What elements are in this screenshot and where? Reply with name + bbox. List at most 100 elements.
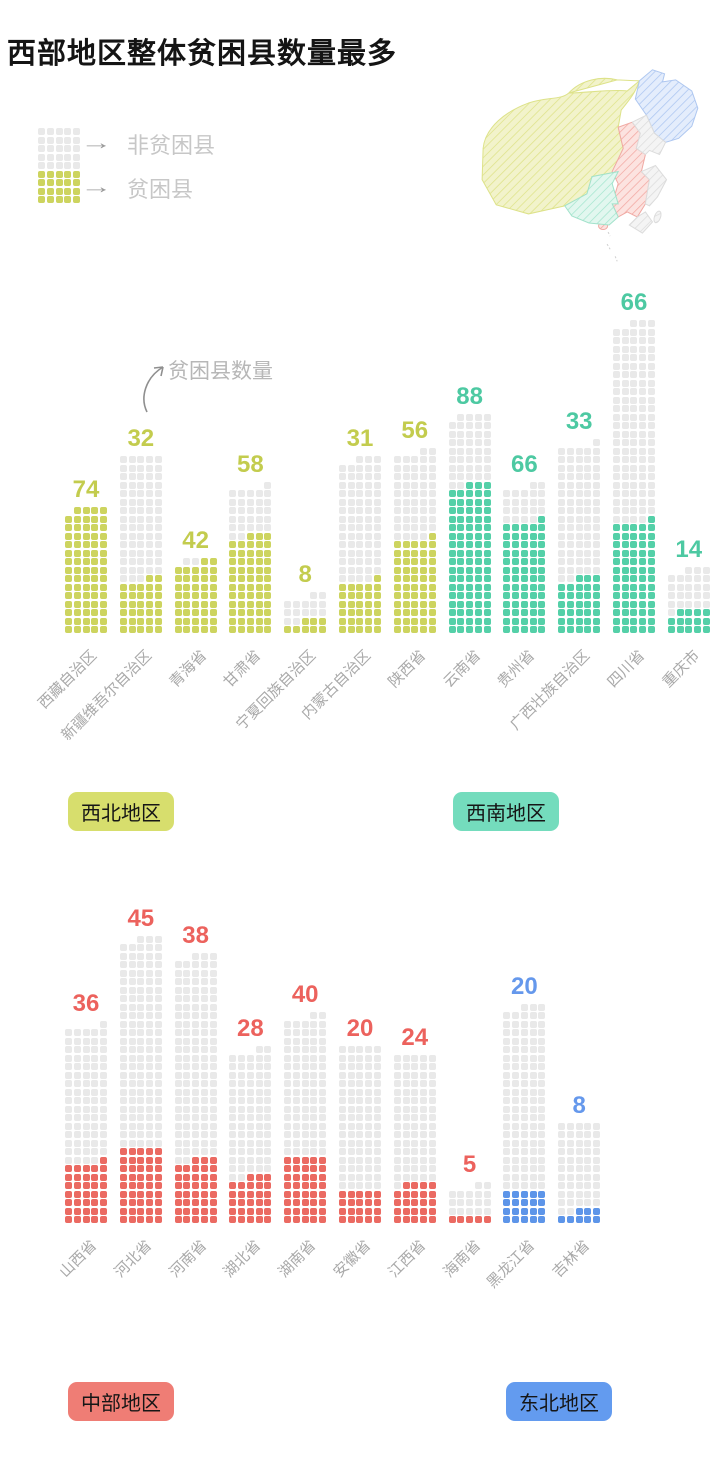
dot-nonpoverty <box>621 515 629 523</box>
dot-nonpoverty <box>137 1114 145 1121</box>
dot-nonpoverty <box>292 1080 300 1087</box>
dot-poverty <box>647 583 655 591</box>
dot-poverty <box>538 626 546 633</box>
dot-poverty <box>483 490 491 497</box>
dot-nonpoverty <box>356 515 364 523</box>
dot-nonpoverty <box>503 507 511 514</box>
dot-nonpoverty <box>137 481 145 489</box>
dot-nonpoverty <box>428 1097 436 1104</box>
dot-nonpoverty <box>474 1199 482 1206</box>
poverty-count-label: 66 <box>620 289 648 316</box>
dot-poverty <box>229 1199 237 1206</box>
dot-poverty <box>474 549 482 557</box>
waffle-grid <box>119 456 162 633</box>
dot-nonpoverty <box>100 1063 107 1070</box>
dot-poverty <box>229 626 237 633</box>
dot-nonpoverty <box>647 464 655 472</box>
dot-poverty <box>137 1182 145 1189</box>
dot-nonpoverty <box>82 1122 90 1130</box>
dot-poverty <box>200 1199 208 1206</box>
dot-poverty <box>200 1190 208 1198</box>
dot-nonpoverty <box>639 413 647 421</box>
dot-poverty <box>292 1156 300 1164</box>
dot-poverty <box>292 1199 300 1206</box>
dot-poverty <box>474 532 482 540</box>
dot-poverty <box>200 609 208 616</box>
dot-nonpoverty <box>647 430 655 438</box>
dot-nonpoverty <box>347 524 355 531</box>
dot-nonpoverty <box>612 430 620 438</box>
dot-nonpoverty <box>347 490 355 497</box>
dot-nonpoverty <box>575 558 583 565</box>
dot-nonpoverty <box>128 524 136 531</box>
dot-nonpoverty <box>356 481 364 489</box>
dot-nonpoverty <box>310 600 318 608</box>
dot-nonpoverty <box>347 1105 355 1113</box>
dot-poverty <box>520 1207 528 1215</box>
dot-poverty <box>319 1199 327 1206</box>
dot-poverty <box>520 1190 528 1198</box>
dot-nonpoverty <box>301 1029 309 1036</box>
dot-poverty <box>119 583 127 591</box>
dot-nonpoverty <box>612 328 620 336</box>
dot-nonpoverty <box>347 1097 355 1104</box>
dot-nonpoverty <box>146 490 154 497</box>
dot-poverty <box>347 1207 355 1215</box>
waffle-grid <box>393 1054 436 1223</box>
dot-poverty <box>284 1190 292 1198</box>
dot-poverty <box>73 626 81 633</box>
dot-nonpoverty <box>647 388 655 395</box>
dot-nonpoverty <box>411 1054 419 1062</box>
dot-poverty <box>584 1207 592 1215</box>
dot-nonpoverty <box>411 473 419 480</box>
dot-nonpoverty <box>264 1139 272 1147</box>
dot-nonpoverty <box>255 1105 263 1113</box>
dot-nonpoverty <box>338 498 346 506</box>
dot-nonpoverty <box>402 464 410 472</box>
dot-nonpoverty <box>365 566 373 574</box>
dot-nonpoverty <box>420 532 428 540</box>
dot-nonpoverty <box>630 362 638 370</box>
dot-poverty <box>91 566 99 574</box>
dot-nonpoverty <box>694 583 702 591</box>
dot-nonpoverty <box>639 456 647 463</box>
dot-nonpoverty <box>639 439 647 446</box>
dot-nonpoverty <box>338 490 346 497</box>
dot-poverty <box>82 558 90 565</box>
dot-poverty <box>575 600 583 608</box>
dot-nonpoverty <box>612 464 620 472</box>
dot-nonpoverty <box>146 1020 154 1028</box>
dot-nonpoverty <box>310 1122 318 1130</box>
dot-poverty <box>466 515 474 523</box>
dot-nonpoverty <box>284 1020 292 1028</box>
dot-nonpoverty <box>128 1063 136 1070</box>
dot-nonpoverty <box>612 345 620 353</box>
dot-poverty <box>119 592 127 599</box>
dot-nonpoverty <box>474 447 482 455</box>
dot-nonpoverty <box>503 1148 511 1155</box>
dot-nonpoverty <box>593 549 601 557</box>
dot-poverty <box>137 1156 145 1164</box>
dot-nonpoverty <box>621 337 629 344</box>
dot-poverty <box>209 609 217 616</box>
dot-poverty <box>100 515 107 523</box>
dot-nonpoverty <box>667 575 675 582</box>
dot-nonpoverty <box>639 447 647 455</box>
axis-label-cell: 重庆市 <box>659 641 710 796</box>
dot-nonpoverty <box>100 1037 107 1045</box>
dot-nonpoverty <box>229 1122 237 1130</box>
dot-poverty <box>420 1216 428 1223</box>
dot-poverty <box>448 583 456 591</box>
dot-poverty <box>529 532 537 540</box>
dot-poverty <box>100 558 107 565</box>
dot-poverty <box>238 1190 246 1198</box>
dot-nonpoverty <box>402 532 410 540</box>
dot-nonpoverty <box>584 558 592 565</box>
dot-poverty <box>474 515 482 523</box>
dot-nonpoverty <box>529 1037 537 1045</box>
dot-poverty <box>621 583 629 591</box>
dot-nonpoverty <box>192 1063 200 1070</box>
dot-poverty <box>512 617 520 625</box>
dot-poverty <box>128 1173 136 1181</box>
poverty-count-label: 20 <box>511 972 538 1000</box>
